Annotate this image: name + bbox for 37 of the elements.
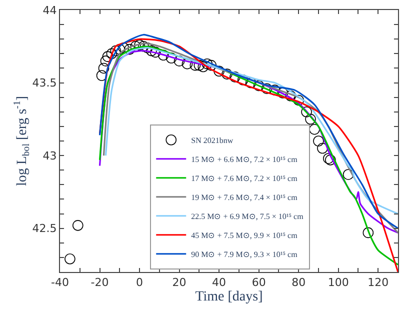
x-tick-label: 20 bbox=[172, 276, 186, 290]
x-tick-label: 80 bbox=[292, 276, 306, 290]
legend-label: 90 M⊙ + 7.9 M⊙, 9.3 × 10¹⁵ cm bbox=[191, 250, 298, 259]
x-tick-label: 120 bbox=[368, 276, 389, 290]
x-tick-label: -20 bbox=[90, 276, 109, 290]
point bbox=[166, 52, 177, 64]
point bbox=[174, 56, 185, 66]
point bbox=[222, 68, 232, 80]
point bbox=[305, 114, 316, 125]
y-tick-label: 43 bbox=[42, 149, 57, 162]
legend-label: SN 2021bnw bbox=[191, 136, 234, 145]
x-tick-label: 60 bbox=[252, 276, 266, 290]
y-tick-label: 43.5 bbox=[32, 76, 57, 90]
point bbox=[253, 80, 264, 92]
point bbox=[261, 83, 272, 94]
x-tick-label: -40 bbox=[51, 276, 69, 290]
point bbox=[106, 48, 118, 60]
point bbox=[98, 62, 110, 74]
point bbox=[64, 254, 76, 264]
y-tick-label: 42.5 bbox=[32, 222, 57, 236]
legend-label: 22.5 M⊙ + 6.9 M⊙, 7.5 × 10¹⁵ cm bbox=[191, 212, 304, 221]
point bbox=[202, 58, 213, 70]
y-tick-label: 44 bbox=[42, 4, 57, 17]
legend-label: 45 M⊙ + 7.5 M⊙, 9.9 × 10¹⁵ cm bbox=[191, 231, 298, 240]
x-tick-label: 100 bbox=[328, 276, 349, 290]
legend-label: 15 M⊙ + 6.6 M⊙, 7.2 × 10¹⁵ cm bbox=[191, 155, 298, 164]
point bbox=[146, 45, 157, 56]
point bbox=[301, 106, 312, 118]
point bbox=[362, 227, 374, 238]
point bbox=[158, 50, 169, 61]
legend-label: 19 M⊙ + 7.6 M⊙, 7.4 × 10¹⁵ cm bbox=[191, 193, 298, 202]
legend-label: 17 M⊙ + 7.6 M⊙, 7.2 × 10¹⁵ cm bbox=[191, 174, 298, 183]
x-tick-label: 0 bbox=[136, 276, 144, 290]
point bbox=[72, 220, 84, 231]
point bbox=[313, 136, 324, 146]
x-axis-title: Time [days] bbox=[195, 290, 263, 304]
x-tick-label: 40 bbox=[212, 276, 226, 290]
